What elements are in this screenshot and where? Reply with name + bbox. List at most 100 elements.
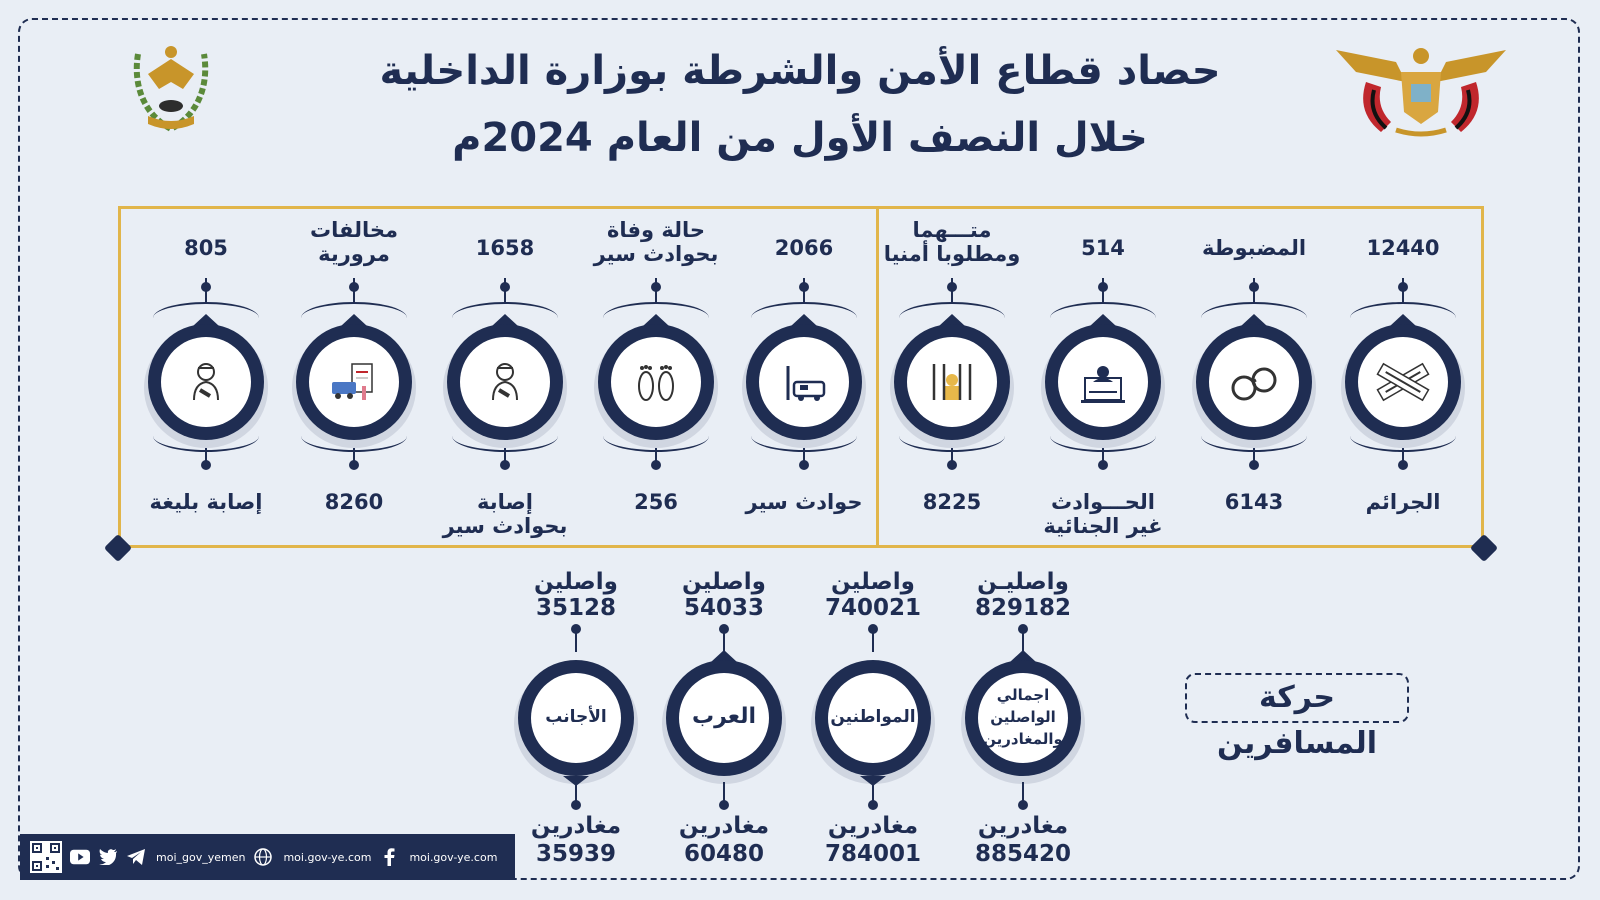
connector-dot [1398, 282, 1408, 292]
youtube-icon[interactable] [70, 847, 90, 867]
stat-top-label: مخالفات مرورية [309, 218, 398, 266]
connector-line [723, 782, 725, 802]
stat-top-label: حالة وفاة بحوادث سير [593, 218, 719, 266]
facebook-icon[interactable] [379, 847, 399, 867]
car-crash-icon [774, 352, 834, 412]
twitter-icon[interactable] [98, 847, 118, 867]
connector-line [872, 782, 874, 802]
connector-line [1022, 630, 1024, 652]
connector-dot [947, 460, 957, 470]
travel-group-name: المواطنين [830, 707, 916, 727]
footer-bar: moi_gov_yemen moi.gov-ye.com moi.gov-ye.… [20, 834, 515, 880]
connector-dot [651, 460, 661, 470]
travel-group-name: اجمالي الواصلين والمغادرين [983, 686, 1063, 748]
connector-dot [1018, 624, 1028, 634]
stat-bottom-label: إصابة بحوادث سير [442, 490, 568, 538]
decorative-arc [1050, 302, 1156, 334]
travel-circle: الأجانب [511, 648, 641, 788]
police-emblem-icon [128, 34, 214, 138]
stat-circle [1189, 312, 1319, 452]
stat-bottom-label: 256 [634, 490, 678, 514]
computer-officer-icon [1073, 352, 1133, 412]
connector-line [1253, 448, 1255, 468]
stat-top-label: المضبوطة [1201, 236, 1307, 260]
stat-circle [289, 312, 419, 452]
stat-top-label: 805 [184, 236, 228, 260]
connector-dot [1249, 460, 1259, 470]
travelers-label: حركة المسافرين [1185, 673, 1409, 761]
stat-circle [591, 312, 721, 452]
connector-dot [799, 282, 809, 292]
connector-dot [1398, 460, 1408, 470]
page-frame [18, 18, 1580, 880]
connector-line [353, 448, 355, 468]
stat-circle [887, 312, 1017, 452]
telegram-icon[interactable] [126, 847, 146, 867]
travel-group-name: العرب [691, 704, 756, 729]
travel-circle: اجمالي الواصلين والمغادرين [958, 648, 1088, 788]
connector-dot [500, 282, 510, 292]
departures-value: 784001 [824, 841, 922, 867]
decorative-arc [1350, 302, 1456, 334]
stat-top-label: 1658 [475, 236, 535, 260]
facebook-link[interactable]: moi.gov-ye.com [409, 850, 498, 864]
connector-dot [868, 624, 878, 634]
stat-top-label: متـــهما ومطلوبا أمنيا [883, 218, 1021, 266]
connector-dot [201, 282, 211, 292]
stat-top-label: 12440 [1366, 236, 1440, 260]
stat-circle [1338, 312, 1468, 452]
stat-bottom-label: 6143 [1224, 490, 1284, 514]
connector-line [872, 630, 874, 652]
social-handle[interactable]: moi_gov_yemen [156, 850, 246, 864]
panel-divider [876, 206, 879, 548]
connector-line [951, 448, 953, 468]
decorative-arc [452, 302, 558, 334]
eagle-emblem-icon [1336, 42, 1506, 142]
departures-value: 885420 [974, 841, 1072, 867]
connector-line [1402, 448, 1404, 468]
stat-top-label: 2066 [774, 236, 834, 260]
feet-icon [626, 352, 686, 412]
stats-panel [118, 206, 1484, 548]
connector-dot [1098, 282, 1108, 292]
website-link[interactable]: moi.gov-ye.com [283, 850, 372, 864]
prisoner-bars-icon [922, 352, 982, 412]
connector-dot [349, 282, 359, 292]
stat-circle [440, 312, 570, 452]
stat-bottom-label: 8225 [922, 490, 982, 514]
crime-scene-tape-icon [1373, 352, 1433, 412]
departures-label: مغادرين [678, 813, 770, 839]
travel-group-name: الأجانب [545, 707, 607, 727]
stat-bottom-label: 8260 [324, 490, 384, 514]
travel-circle: المواطنين [808, 648, 938, 788]
connector-dot [868, 800, 878, 810]
connector-line [1022, 782, 1024, 802]
handcuffs-icon [1224, 352, 1284, 412]
connector-line [655, 448, 657, 468]
connector-line [1102, 448, 1104, 468]
connector-dot [1018, 800, 1028, 810]
page-title: حصاد قطاع الأمن والشرطة بوزارة الداخلية [379, 48, 1221, 94]
connector-dot [1098, 460, 1108, 470]
stat-bottom-label: حوادث سير [745, 490, 863, 514]
connector-dot [799, 460, 809, 470]
connector-line [205, 448, 207, 468]
traffic-ticket-icon [324, 352, 384, 412]
connector-dot [719, 624, 729, 634]
stat-bottom-label: الجرائم [1365, 490, 1441, 514]
connector-dot [201, 460, 211, 470]
connector-dot [947, 282, 957, 292]
stat-bottom-label: إصابة بليغة [149, 490, 263, 514]
departures-value: 35939 [535, 841, 617, 867]
qr-code-icon[interactable] [30, 841, 62, 873]
departures-value: 60480 [683, 841, 765, 867]
globe-icon [253, 847, 273, 867]
injured-person-icon [176, 352, 236, 412]
connector-line [575, 782, 577, 802]
connector-dot [571, 800, 581, 810]
decorative-arc [301, 302, 407, 334]
connector-line [803, 448, 805, 468]
decorative-arc [603, 302, 709, 334]
connector-dot [500, 460, 510, 470]
decorative-arc [153, 302, 259, 334]
